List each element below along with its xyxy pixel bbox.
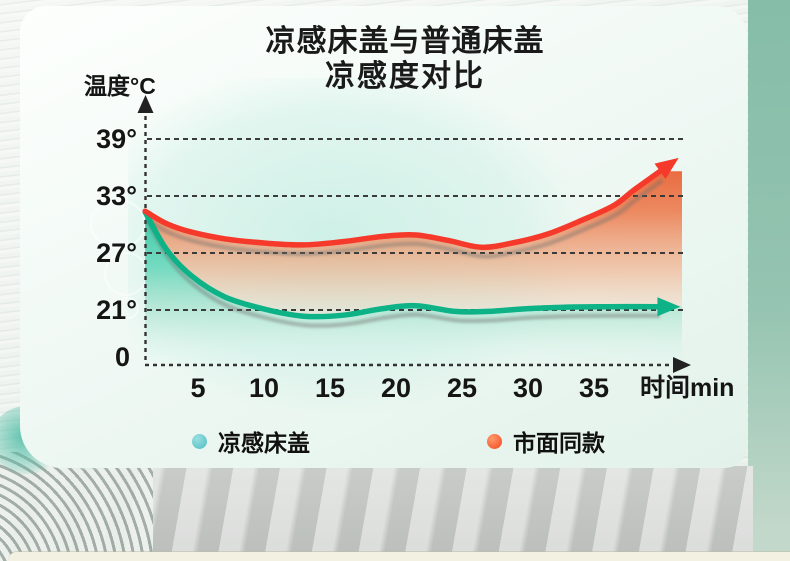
y-axis-unit-label: 温度°C (84, 73, 156, 99)
legend-item-cooling: 凉感床盖 (192, 424, 310, 458)
series-arrow-icon-市面同款 (654, 157, 679, 179)
series-shadow-市面同款 (146, 178, 664, 259)
x-axis-unit-label: 时间min (640, 374, 734, 402)
chart-title-line1: 凉感床盖与普通床盖 (265, 25, 545, 58)
legend-item-market: 市面同款 (487, 424, 605, 458)
series-line-凉感床盖 (142, 209, 661, 320)
series-line-市面同款 (142, 168, 663, 251)
x-axis-arrow-icon (673, 357, 691, 373)
bottom-cream-strip (8, 552, 790, 561)
x-tick-label: 5 (190, 373, 205, 403)
y-tick-label: 27° (96, 238, 137, 268)
right-green-band (748, 0, 790, 554)
bubble-icon (117, 297, 139, 319)
x-tick-label: 35 (579, 373, 609, 403)
y-tick-label: 0 (115, 342, 130, 372)
x-tick-label: 30 (513, 373, 543, 403)
series-arrow-icon-凉感床盖 (657, 297, 681, 317)
x-tick-label: 20 (381, 373, 411, 403)
y-tick-label: 39° (96, 124, 137, 154)
series-shadow-凉感床盖 (145, 219, 660, 328)
series-area-凉感床盖 (145, 212, 682, 364)
chart-title-line2: 凉感度对比 (325, 60, 485, 93)
legend-label: 凉感床盖 (218, 430, 310, 456)
y-tick-label: 33° (96, 181, 137, 211)
x-tick-label: 10 (249, 373, 279, 403)
y-tick-label: 21° (96, 295, 137, 325)
chart-title: 凉感床盖与普通床盖 凉感度对比 (90, 24, 720, 94)
y-axis-arrow-icon (137, 95, 154, 113)
x-tick-label: 25 (447, 373, 477, 403)
x-tick-label: 15 (315, 373, 345, 403)
legend-dot-red-icon (487, 433, 502, 449)
legend-dot-teal-icon (192, 433, 207, 449)
legend-label: 市面同款 (513, 430, 605, 456)
